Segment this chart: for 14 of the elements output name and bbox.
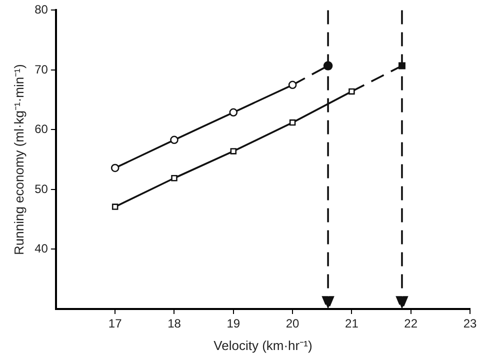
- x-tick-label: 20: [286, 316, 300, 331]
- x-tick-label: 17: [108, 316, 122, 331]
- x-tick-label: 18: [168, 316, 182, 331]
- x-tick-label: 22: [404, 316, 418, 331]
- x-tick-label: 23: [463, 316, 477, 331]
- y-tick-label: 70: [34, 62, 48, 76]
- y-tick-label: 60: [34, 122, 48, 136]
- x-tick-label: 21: [345, 316, 359, 331]
- y-tick-label: 50: [34, 182, 48, 196]
- y-tick-label: 40: [34, 242, 48, 256]
- x-axis-title: Velocity (km·hr⁻¹): [214, 338, 312, 353]
- x-tick-label: 19: [226, 316, 240, 331]
- y-tick-label: 80: [34, 2, 48, 17]
- y-axis-title: Running economy (ml·kg⁻¹·min⁻¹): [11, 64, 26, 255]
